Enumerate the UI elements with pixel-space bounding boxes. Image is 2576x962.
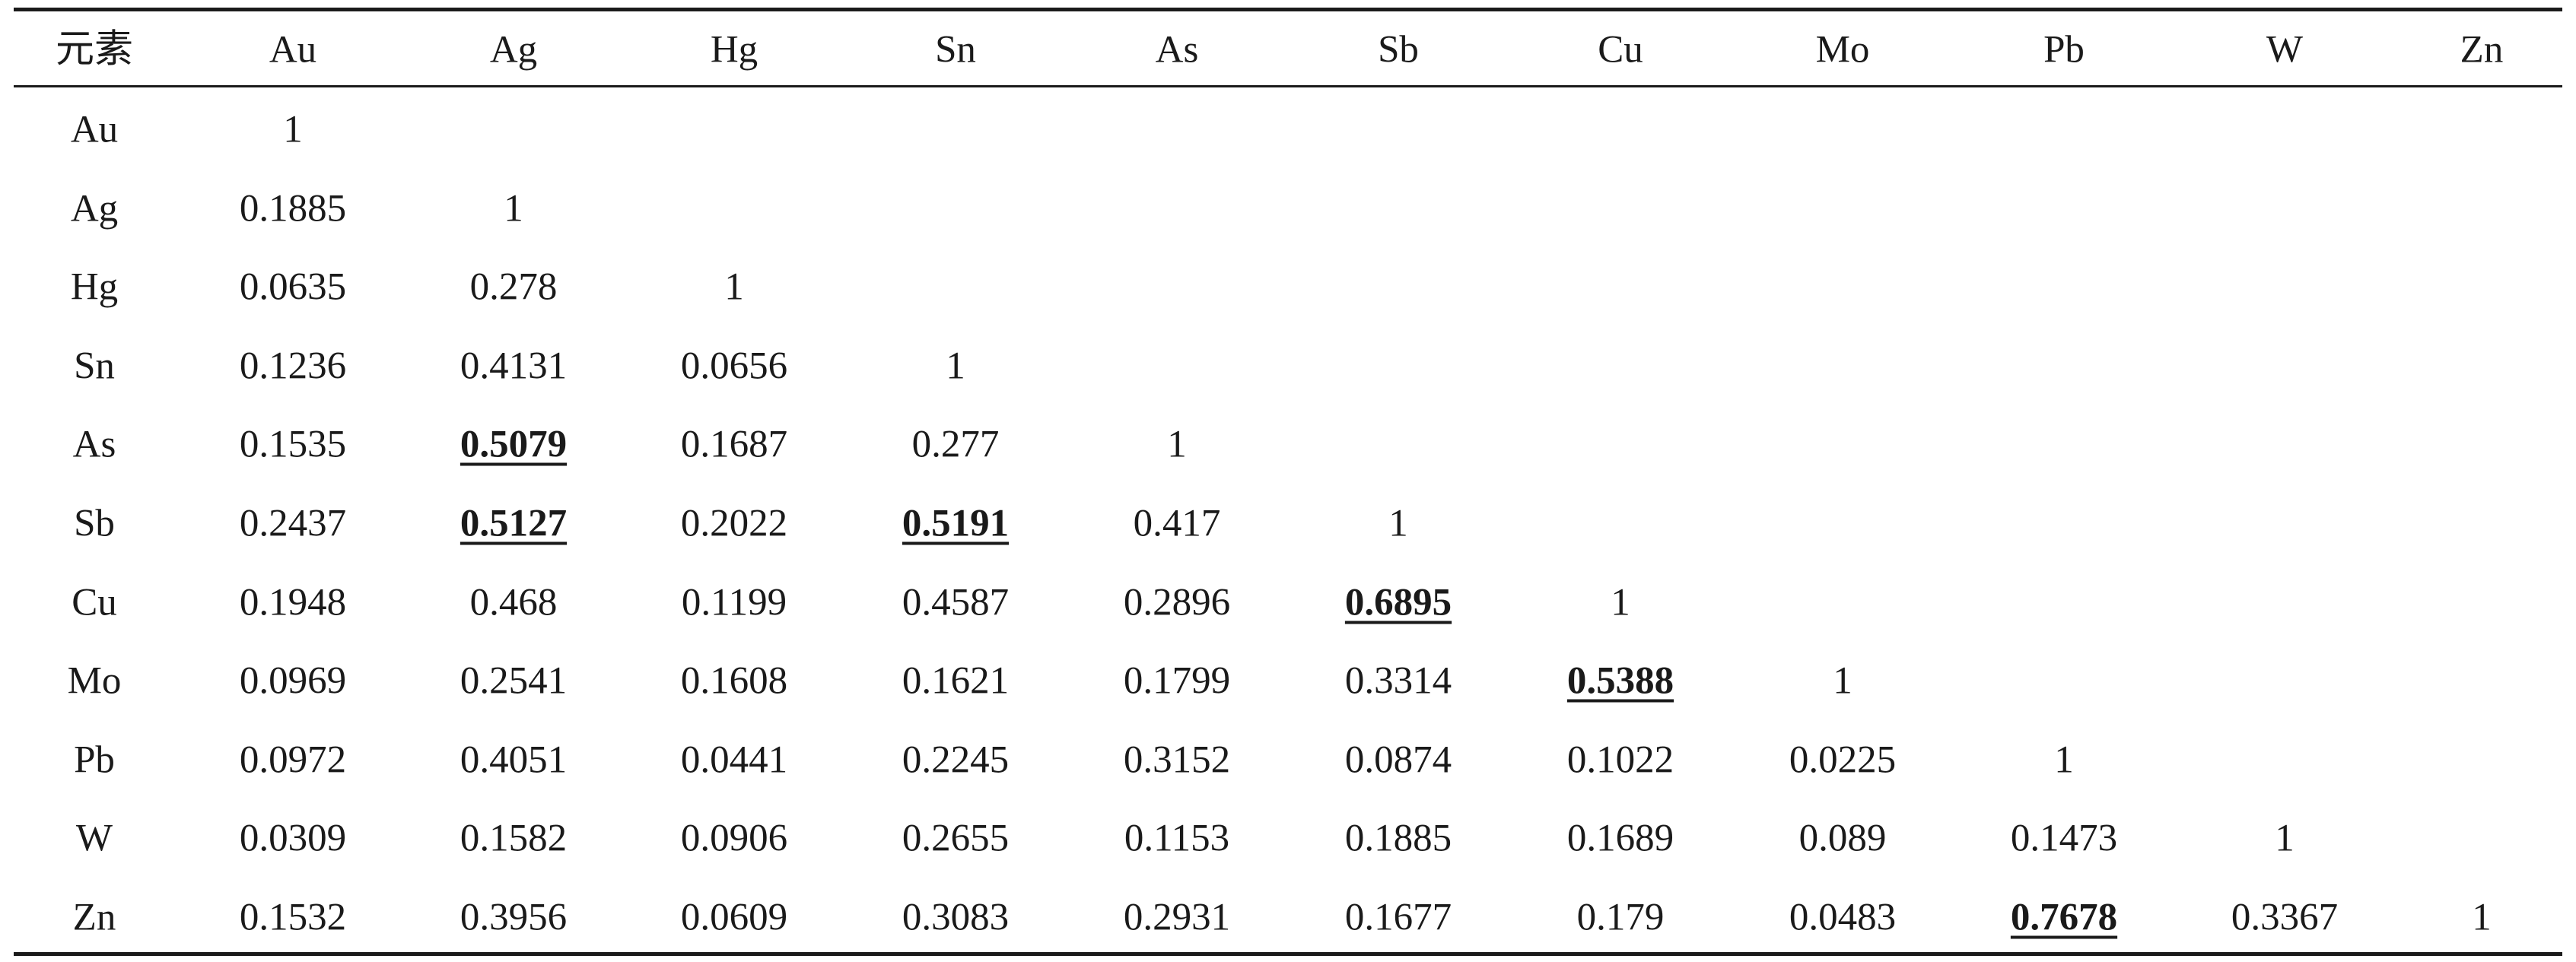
cell-w-w: 1 [2275,817,2295,860]
column-header-ag: Ag [489,28,538,71]
column-header-sn: Sn [935,28,976,71]
cell-w-mo: 0.089 [1798,817,1887,860]
row-header-zn: Zn [72,896,116,939]
cell-as-ag: 0.5079 [460,423,568,466]
cell-as-as: 1 [1167,423,1187,466]
table-header-rule [14,85,2562,87]
row-header-mo: Mo [67,659,122,703]
cell-mo-hg: 0.1608 [680,659,788,703]
row-header-ag: Ag [70,187,119,230]
cell-hg-ag: 0.278 [469,265,558,309]
cell-pb-cu: 0.1022 [1566,738,1674,782]
cell-sb-sb: 1 [1388,502,1408,545]
cell-pb-as: 0.3152 [1123,738,1231,782]
cell-zn-au: 0.1532 [239,896,347,939]
column-header-as: As [1155,28,1199,71]
row-header-sn: Sn [74,344,115,388]
cell-sn-ag: 0.4131 [460,344,568,388]
cell-sb-au: 0.2437 [239,502,347,545]
cell-pb-mo: 0.0225 [1789,738,1897,782]
cell-pb-ag: 0.4051 [460,738,568,782]
cell-pb-hg: 0.0441 [680,738,788,782]
column-header-hg: Hg [710,28,758,71]
cell-zn-mo: 0.0483 [1789,896,1897,939]
cell-zn-sb: 0.1677 [1344,896,1452,939]
cell-mo-as: 0.1799 [1123,659,1231,703]
cell-zn-w: 0.3367 [2231,896,2339,939]
cell-au-au: 1 [283,108,303,151]
cell-as-au: 0.1535 [239,423,347,466]
cell-cu-ag: 0.468 [469,581,558,624]
cell-cu-au: 0.1948 [239,581,347,624]
cell-cu-cu: 1 [1611,581,1630,624]
cell-pb-sn: 0.2245 [902,738,1010,782]
cell-as-hg: 0.1687 [680,423,788,466]
cell-sb-ag: 0.5127 [460,502,568,545]
cell-hg-au: 0.0635 [239,265,347,309]
column-header-zn: Zn [2460,28,2504,71]
cell-mo-sb: 0.3314 [1344,659,1452,703]
row-header-sb: Sb [74,502,115,545]
cell-ag-au: 0.1885 [239,187,347,230]
column-header-pb: Pb [2043,28,2085,71]
cell-sb-as: 0.417 [1133,502,1221,545]
cell-w-sb: 0.1885 [1344,817,1452,860]
cell-sn-au: 0.1236 [239,344,347,388]
cell-pb-pb: 1 [2054,738,2074,782]
cell-w-ag: 0.1582 [460,817,568,860]
cell-w-au: 0.0309 [239,817,347,860]
row-header-as: As [72,423,116,466]
cell-cu-sb: 0.6895 [1344,581,1452,624]
cell-zn-zn: 1 [2472,896,2492,939]
cell-mo-mo: 1 [1833,659,1852,703]
cell-w-hg: 0.0906 [680,817,788,860]
cell-cu-hg: 0.1199 [681,581,787,624]
column-header-w: W [2266,28,2304,71]
cell-sb-hg: 0.2022 [680,502,788,545]
column-header-cu: Cu [1598,28,1643,71]
cell-pb-au: 0.0972 [239,738,347,782]
table-top-rule [14,8,2562,11]
cell-sn-hg: 0.0656 [680,344,788,388]
cell-mo-au: 0.0969 [239,659,347,703]
cell-mo-cu: 0.5388 [1566,659,1674,703]
corner-header: 元素 [55,28,134,71]
cell-ag-ag: 1 [504,187,523,230]
cell-mo-sn: 0.1621 [902,659,1010,703]
cell-pb-sb: 0.0874 [1344,738,1452,782]
cell-w-cu: 0.1689 [1566,817,1674,860]
cell-w-sn: 0.2655 [902,817,1010,860]
cell-zn-pb: 0.7678 [2010,896,2118,939]
cell-cu-sn: 0.4587 [902,581,1010,624]
row-header-pb: Pb [74,738,115,782]
cell-zn-hg: 0.0609 [680,896,788,939]
cell-sn-sn: 1 [946,344,965,388]
cell-w-as: 0.1153 [1124,817,1230,860]
row-header-w: W [75,817,113,860]
column-header-mo: Mo [1815,28,1870,71]
cell-zn-sn: 0.3083 [902,896,1010,939]
column-header-sb: Sb [1378,28,1419,71]
row-header-au: Au [70,108,119,151]
cell-hg-hg: 1 [724,265,744,309]
cell-cu-as: 0.2896 [1123,581,1231,624]
cell-w-pb: 0.1473 [2010,817,2118,860]
row-header-hg: Hg [70,265,119,309]
cell-zn-ag: 0.3956 [460,896,568,939]
cell-zn-cu: 0.179 [1576,896,1665,939]
cell-zn-as: 0.2931 [1123,896,1231,939]
row-header-cu: Cu [72,581,117,624]
cell-mo-ag: 0.2541 [460,659,568,703]
cell-sb-sn: 0.5191 [902,502,1010,545]
table-bottom-rule [14,952,2562,956]
cell-as-sn: 0.277 [911,423,1000,466]
column-header-au: Au [269,28,317,71]
